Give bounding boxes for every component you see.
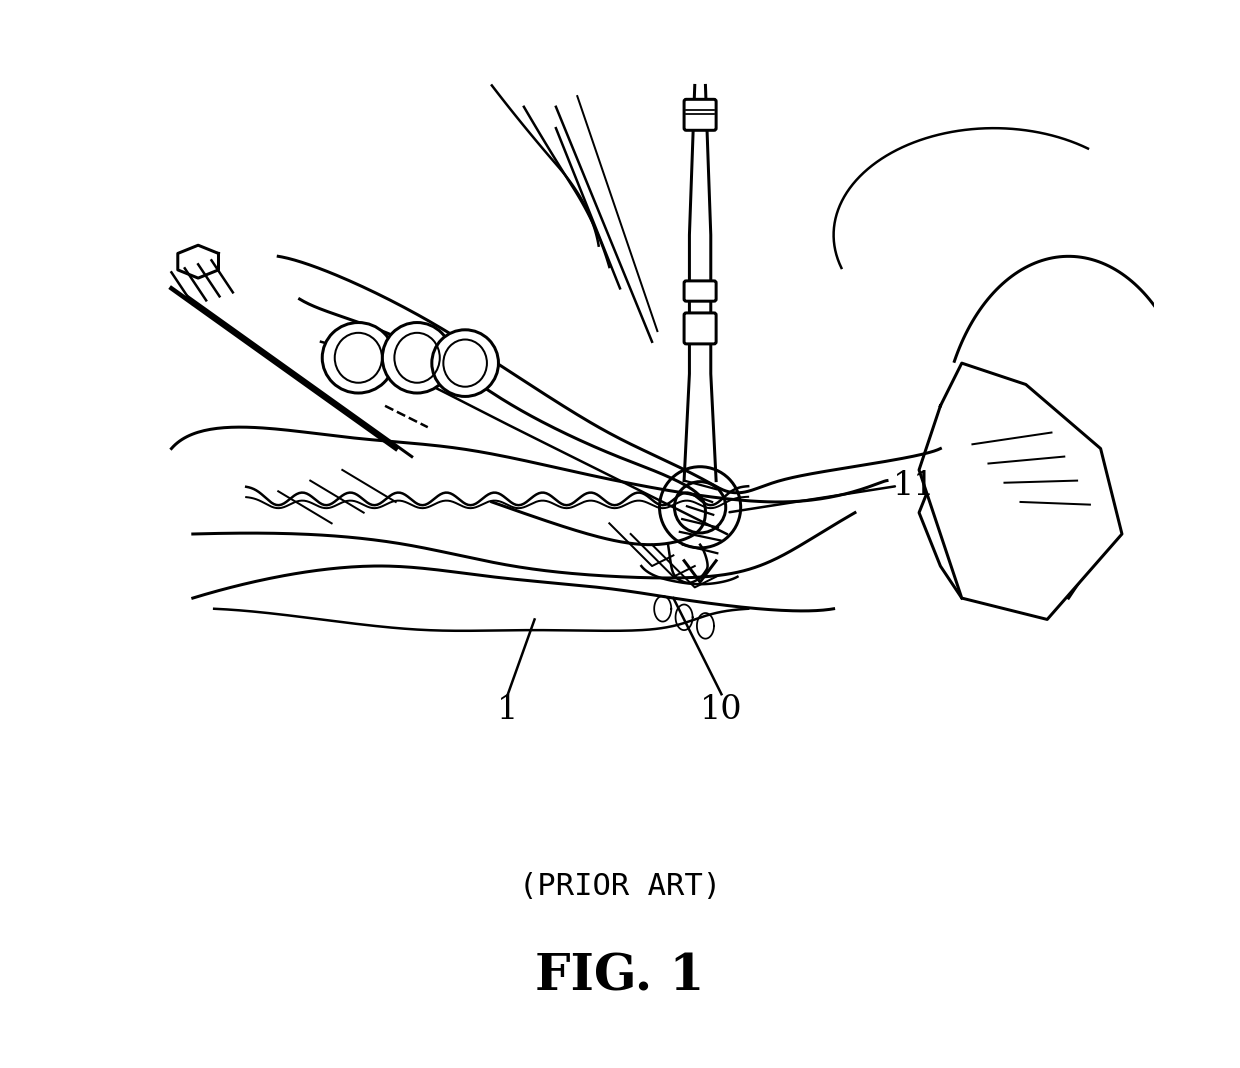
Text: 1: 1	[497, 694, 518, 726]
Text: 10: 10	[701, 694, 743, 726]
Polygon shape	[919, 363, 1122, 619]
Ellipse shape	[322, 323, 394, 393]
FancyBboxPatch shape	[684, 313, 717, 344]
Ellipse shape	[382, 323, 451, 393]
Text: 11: 11	[893, 470, 935, 502]
FancyBboxPatch shape	[684, 99, 717, 130]
Polygon shape	[177, 246, 218, 278]
FancyBboxPatch shape	[684, 281, 717, 301]
Text: FIG. 1: FIG. 1	[536, 953, 704, 1002]
Ellipse shape	[432, 330, 498, 396]
Text: (PRIOR ART): (PRIOR ART)	[518, 871, 722, 901]
